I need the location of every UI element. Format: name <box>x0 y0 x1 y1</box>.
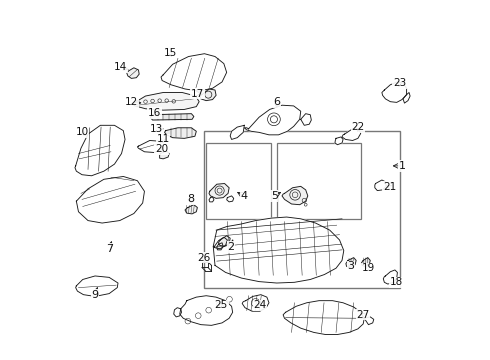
Polygon shape <box>382 82 407 102</box>
Text: 27: 27 <box>357 310 370 320</box>
Polygon shape <box>403 93 410 103</box>
Polygon shape <box>76 176 145 223</box>
Bar <box>204 131 400 288</box>
Bar <box>277 143 362 219</box>
Polygon shape <box>161 54 227 91</box>
Text: 6: 6 <box>273 98 280 107</box>
Polygon shape <box>133 93 199 110</box>
Polygon shape <box>245 105 301 135</box>
Text: 7: 7 <box>106 244 113 254</box>
Text: 18: 18 <box>390 277 403 287</box>
Text: 26: 26 <box>197 253 210 262</box>
Polygon shape <box>75 276 118 296</box>
Polygon shape <box>137 140 163 153</box>
Text: 25: 25 <box>215 300 228 310</box>
Polygon shape <box>242 294 269 311</box>
Text: 14: 14 <box>114 62 127 72</box>
Text: 10: 10 <box>75 127 89 138</box>
Polygon shape <box>282 186 308 205</box>
Text: 1: 1 <box>398 161 406 171</box>
Polygon shape <box>364 317 374 325</box>
Polygon shape <box>209 197 214 202</box>
Text: 2: 2 <box>227 242 234 252</box>
Text: 3: 3 <box>347 261 354 271</box>
Polygon shape <box>283 301 364 334</box>
Text: 8: 8 <box>187 194 194 204</box>
Polygon shape <box>174 308 181 317</box>
Polygon shape <box>180 296 233 325</box>
Text: 11: 11 <box>156 134 170 144</box>
Text: 24: 24 <box>253 300 267 310</box>
Text: 17: 17 <box>191 89 204 99</box>
Polygon shape <box>362 258 370 266</box>
Polygon shape <box>227 196 234 202</box>
Polygon shape <box>219 236 230 246</box>
Polygon shape <box>301 114 311 125</box>
Polygon shape <box>230 125 245 139</box>
Text: 12: 12 <box>125 98 138 107</box>
Text: 22: 22 <box>351 122 365 132</box>
Text: 21: 21 <box>383 182 396 192</box>
Text: 5: 5 <box>271 191 278 201</box>
Text: 4: 4 <box>241 191 247 201</box>
Polygon shape <box>213 217 344 283</box>
Polygon shape <box>150 114 194 120</box>
Text: 9: 9 <box>92 290 98 300</box>
Polygon shape <box>342 129 361 140</box>
Text: 16: 16 <box>147 108 161 118</box>
Polygon shape <box>346 258 356 267</box>
Polygon shape <box>127 68 139 78</box>
Polygon shape <box>200 89 216 100</box>
Polygon shape <box>375 180 386 190</box>
Text: 13: 13 <box>149 124 163 134</box>
Polygon shape <box>160 151 169 159</box>
Text: 23: 23 <box>393 78 406 88</box>
Text: 20: 20 <box>155 144 168 154</box>
Polygon shape <box>75 125 125 176</box>
Polygon shape <box>165 128 196 138</box>
Polygon shape <box>335 137 343 145</box>
Text: 19: 19 <box>362 263 375 273</box>
Polygon shape <box>213 237 227 249</box>
Polygon shape <box>209 184 229 198</box>
Polygon shape <box>217 243 223 250</box>
Text: 15: 15 <box>164 48 177 58</box>
Polygon shape <box>185 205 197 214</box>
Polygon shape <box>383 270 397 284</box>
Bar <box>206 143 271 219</box>
